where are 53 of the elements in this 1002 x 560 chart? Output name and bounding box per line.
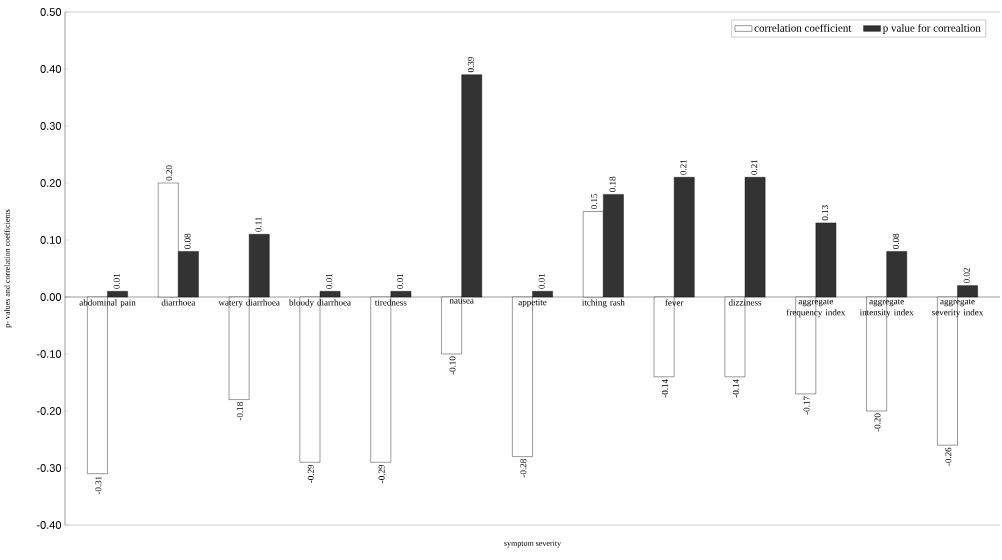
data-label: -0.14: [661, 379, 669, 398]
data-label: -0.31: [95, 476, 102, 495]
y-tick-label: -0.30: [36, 464, 62, 472]
data-label: 0.15: [591, 193, 598, 209]
data-label: -0.28: [520, 459, 527, 478]
data-label: 0.20: [166, 165, 173, 181]
data-label: 0.01: [396, 273, 404, 289]
x-tick-label: dizziness: [728, 299, 762, 306]
y-tick-label: 0.50: [40, 8, 62, 16]
y-tick-label: -0.10: [36, 350, 62, 358]
data-label: -0.18: [236, 402, 244, 421]
x-tick-label: fever: [665, 299, 684, 306]
x-tick-label: abdominal pain: [79, 299, 136, 308]
data-label: 0.21: [680, 159, 687, 175]
data-label: 0.02: [963, 268, 970, 284]
data-label: -0.26: [945, 447, 952, 466]
x-tick-label: aggregate severity index: [932, 299, 984, 318]
x-tick-label: watery diarrhoea: [218, 299, 280, 308]
data-label: -0.29: [307, 464, 314, 483]
y-tick-label: 0.00: [40, 293, 62, 301]
data-label: 0.08: [184, 233, 191, 249]
data-label: -0.10: [449, 356, 456, 375]
legend-label: p value for correaltion: [882, 23, 981, 34]
data-label: -0.14: [732, 379, 739, 398]
data-label: -0.17: [803, 396, 810, 415]
y-tick-label: 0.10: [40, 236, 62, 244]
data-label: 0.39: [467, 57, 474, 73]
data-label: 0.08: [892, 233, 899, 249]
y-tick-label: 0.20: [40, 179, 62, 187]
y-tick-label: 0.40: [40, 65, 62, 73]
x-axis-title: symptom severity: [504, 540, 562, 548]
data-label: -0.20: [874, 413, 881, 432]
data-label: 0.21: [751, 159, 758, 175]
data-label: 0.01: [326, 273, 333, 289]
x-tick-label: appetite: [518, 299, 547, 308]
x-tick-label: aggregate intensity index: [859, 299, 914, 318]
x-tick-label: diarrhoea: [161, 299, 196, 306]
data-label: -0.29: [378, 464, 385, 483]
y-axis-title: p- values and correlation coefficients: [4, 209, 12, 328]
y-tick-label: -0.20: [36, 407, 62, 415]
data-label: 0.18: [609, 176, 616, 192]
x-tick-label: itching rash: [582, 299, 625, 308]
data-label: 0.01: [538, 273, 545, 289]
x-tick-label: aggregate frequency index: [786, 299, 846, 318]
data-label: 0.11: [255, 217, 262, 232]
data-label: 0.01: [113, 273, 120, 289]
y-tick-label: 0.30: [40, 122, 62, 130]
y-tick-label: -0.40: [36, 521, 62, 529]
legend-label: correlation coefficient: [754, 23, 852, 32]
x-tick-label: tiredness: [374, 299, 407, 306]
x-tick-label: nausea: [449, 299, 474, 304]
x-tick-label: bloody diarrhoea: [289, 299, 351, 308]
data-label: 0.13: [821, 205, 829, 221]
